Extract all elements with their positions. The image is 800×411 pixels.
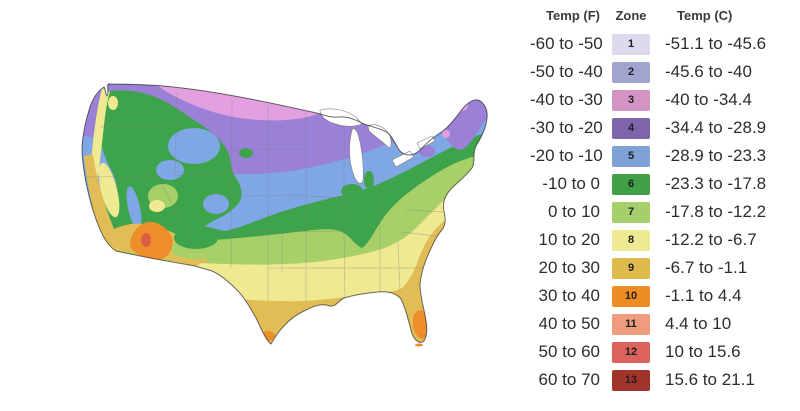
map-zone-fills <box>82 84 488 344</box>
legend-zone-swatch: 5 <box>612 145 650 167</box>
legend-temp-c: -23.3 to -17.8 <box>665 174 767 193</box>
legend-zone-number: 8 <box>627 233 635 246</box>
legend-temp-c: -12.2 to -6.7 <box>665 230 757 249</box>
legend-temp-c: -45.6 to -40 <box>665 62 752 81</box>
legend-zone-number: 10 <box>624 289 638 302</box>
lake-superior <box>319 108 363 127</box>
legend-temp-f: 10 to 20 <box>538 230 600 249</box>
us-coastline <box>81 83 488 345</box>
legend-temp-f: -40 to -30 <box>530 90 603 109</box>
legend-temp-f: -30 to -20 <box>530 118 603 137</box>
lake-huron <box>367 124 392 148</box>
legend-temp-f: 40 to 50 <box>538 314 600 333</box>
legend-temp-c: -51.1 to -45.6 <box>665 34 767 53</box>
legend-row-zone-7: 0 to 10 7 -17.8 to -12.2 <box>530 198 794 226</box>
legend-zone-swatch: 4 <box>612 117 650 139</box>
legend-header-row: Temp (F) Zone Temp (C) <box>530 8 794 24</box>
legend-zone-number: 11 <box>625 317 637 330</box>
legend-zone-swatch: 9 <box>612 257 650 279</box>
map-yellow-patch-central-valley <box>98 162 120 218</box>
map-purple-patch-adirondacks <box>419 145 435 157</box>
lake-ontario <box>416 135 436 150</box>
legend-row-zone-4: -30 to -20 4 -34.4 to -28.9 <box>530 114 794 142</box>
us-hardiness-map <box>81 83 488 347</box>
map-blue-patch-sierra <box>126 186 142 230</box>
legend-temp-f: -50 to -40 <box>530 62 603 81</box>
legend-zone-number: 4 <box>627 121 635 134</box>
map-blue-patch-utah <box>203 194 229 214</box>
legend-zone-number: 13 <box>624 373 638 386</box>
legend-temp-c: 4.4 to 10 <box>665 314 732 333</box>
legend-header-zone: Zone <box>615 8 647 23</box>
legend-zone-swatch: 10 <box>612 285 650 307</box>
map-florida-keys <box>415 343 423 347</box>
map-red-spot-desert <box>141 233 151 247</box>
legend-row-zone-5: -20 to -10 5 -28.9 to -23.3 <box>530 142 794 170</box>
map-orange-patch-south-florida <box>413 310 429 339</box>
legend-row-zone-2: -50 to -40 2 -45.6 to -40 <box>530 58 794 86</box>
map-green-patch-black-hills <box>239 148 253 158</box>
map-svg <box>81 83 488 347</box>
legend-zone-swatch: 2 <box>612 61 650 83</box>
map-pink-patch-maine-south <box>442 130 450 138</box>
map-blue-patch-idaho <box>168 128 220 164</box>
lake-michigan <box>349 128 364 184</box>
legend-temp-f: 60 to 70 <box>538 370 600 389</box>
legend-row-zone-1: -60 to -50 1 -51.1 to -45.6 <box>530 30 794 58</box>
legend-zone-number: 7 <box>627 205 635 218</box>
legend-zone-swatch: 6 <box>612 173 650 195</box>
state-border-lines <box>85 91 447 302</box>
map-coast-strip-california-gold <box>84 154 126 252</box>
map-blue-patch-oregon <box>156 160 184 180</box>
zone-legend: Temp (F) Zone Temp (C) -60 to -50 1 -51.… <box>530 8 794 394</box>
map-yellow-patch-puget <box>108 96 118 110</box>
legend-temp-c: 15.6 to 21.1 <box>665 370 755 389</box>
legend-zone-number: 6 <box>627 177 635 190</box>
legend-zone-number: 12 <box>624 345 638 358</box>
legend-temp-c: -34.4 to -28.9 <box>665 118 767 137</box>
map-orange-patch-desert <box>130 221 173 260</box>
legend-row-zone-9: 20 to 30 9 -6.7 to -1.1 <box>530 254 794 282</box>
legend-temp-c: -1.1 to 4.4 <box>665 286 742 305</box>
legend-row-zone-13: 60 to 70 13 15.6 to 21.1 <box>530 366 794 394</box>
great-lakes <box>319 108 436 184</box>
legend-row-zone-6: -10 to 0 6 -23.3 to -17.8 <box>530 170 794 198</box>
legend-zone-swatch: 12 <box>612 341 650 363</box>
legend-temp-f: 0 to 10 <box>548 202 600 221</box>
legend-temp-c: -6.7 to -1.1 <box>665 258 748 277</box>
legend-zone-swatch: 13 <box>612 369 650 391</box>
legend-row-zone-11: 40 to 50 11 4.4 to 10 <box>530 310 794 338</box>
legend-row-zone-3: -40 to -30 3 -40 to -34.4 <box>530 86 794 114</box>
legend-zone-number: 1 <box>627 37 635 50</box>
map-green-patch-mogollon <box>174 227 218 249</box>
map-green-patch-west-michigan <box>364 171 374 189</box>
legend-zone-swatch: 1 <box>612 33 650 55</box>
legend-temp-f: 30 to 40 <box>538 286 600 305</box>
legend-zone-number: 3 <box>627 93 635 106</box>
legend-zone-number: 5 <box>627 149 635 162</box>
legend-header-temp-f: Temp (F) <box>546 8 600 23</box>
map-green-patch-chicago <box>341 184 363 198</box>
legend-temp-f: 50 to 60 <box>538 342 600 361</box>
legend-zone-swatch: 7 <box>612 201 650 223</box>
map-yellow-patch-nevada <box>149 200 165 212</box>
legend-temp-f: -20 to -10 <box>530 146 603 165</box>
legend-temp-f: -60 to -50 <box>530 34 603 53</box>
legend-temp-f: 20 to 30 <box>538 258 600 277</box>
legend-temp-f: -10 to 0 <box>542 174 600 193</box>
legend-zone-number: 2 <box>627 65 635 78</box>
legend-row-zone-8: 10 to 20 8 -12.2 to -6.7 <box>530 226 794 254</box>
legend-temp-c: -28.9 to -23.3 <box>665 146 767 165</box>
legend-header-temp-c: Temp (C) <box>677 8 733 23</box>
legend-temp-c: 10 to 15.6 <box>665 342 741 361</box>
map-coast-strip-pnw-yellow <box>89 88 110 186</box>
legend-zone-swatch: 3 <box>612 89 650 111</box>
legend-row-zone-10: 30 to 40 10 -1.1 to 4.4 <box>530 282 794 310</box>
legend-zone-swatch: 8 <box>612 229 650 251</box>
legend-zone-number: 9 <box>627 261 635 274</box>
legend-temp-c: -17.8 to -12.2 <box>665 202 767 221</box>
legend-temp-c: -40 to -34.4 <box>665 90 752 109</box>
legend-zone-swatch: 11 <box>612 313 650 335</box>
legend-row-zone-12: 50 to 60 12 10 to 15.6 <box>530 338 794 366</box>
